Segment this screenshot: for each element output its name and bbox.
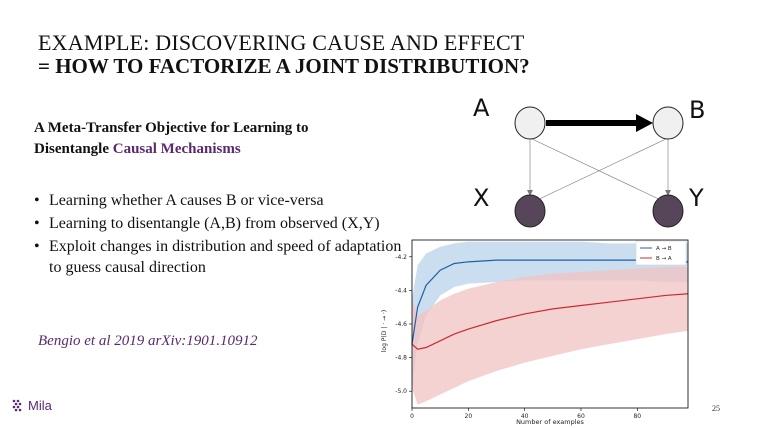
bullet-item: Exploit changes in distribution and spee… [34,236,414,278]
y-axis-ticks: -4.2 -4.4 -4.6 -4.8 -5.0 [395,254,412,395]
x-tick-label: 40 [521,413,529,420]
confidence-bands [412,241,688,405]
page-number: 25 [712,404,720,413]
causal-diagram: A B X Y [473,94,705,228]
series-line-b-a [411,293,689,350]
node-a [514,106,546,140]
paper-title-accent: Causal Mechanisms [112,141,241,157]
edge-a-y [529,137,666,203]
y-tick-label: -5.0 [395,388,407,395]
slide-title-line-1: EXAMPLE: DISCOVERING CAUSE AND EFFECT [38,30,525,55]
y-tick-label: -4.6 [395,321,407,328]
y-tick-label: -4.4 [395,287,407,294]
node-label-b: B [689,96,705,124]
confidence-band-b-a [412,266,688,405]
mila-logo: Mila [12,398,52,413]
node-label-y: Y [688,184,704,212]
x-tick-label: 20 [465,413,473,420]
adaptation-chart: 0 20 40 60 80 -4.2 -4.4 -4.6 -4.8 -5.0 Number of… [381,239,689,426]
arrowhead-a-b [636,114,653,132]
y-tick-label: -4.8 [395,355,407,362]
mila-dots-icon [12,399,22,411]
series-line-a-b [411,259,688,345]
x-tick-label: 60 [577,413,585,420]
bullet-list: Learning whether A causes B or vice-vers… [34,190,414,280]
node-label-a: A [473,94,490,122]
node-y [652,194,684,228]
citation: Bengio et al 2019 arXiv:1901.10912 [38,333,258,349]
slide-title-line-2: = HOW TO FACTORIZE A JOINT DISTRIBUTION? [38,54,530,78]
x-tick-label: 80 [633,413,641,420]
legend-label-a-b: A → B [656,246,672,252]
arrowhead-a-x [527,190,533,196]
node-label-x: X [473,184,489,212]
arrowhead-b-y [665,190,671,196]
edge-b-x [532,137,669,203]
y-tick-label: -4.2 [395,254,407,261]
x-tick-label: 0 [410,413,414,420]
legend-label-b-a: B → A [656,256,672,262]
x-axis-ticks: 0 20 40 60 80 [410,408,641,420]
bullet-item: Learning whether A causes B or vice-vers… [34,190,414,211]
x-axis-label: Number of examples [516,418,584,426]
legend-box [635,240,687,266]
chart-legend: A → B B → A [635,240,687,266]
mila-logo-text: Mila [28,398,52,413]
node-b [652,106,684,140]
bullet-item: Learning to disentangle (A,B) from obser… [34,213,414,234]
series-lines [411,259,689,350]
paper-title-main: A Meta-Transfer Objective for Learning t… [34,120,309,157]
y-axis-label: log P(D | · → ·) [381,310,388,352]
node-x [514,194,546,228]
paper-title: A Meta-Transfer Objective for Learning t… [34,118,384,160]
